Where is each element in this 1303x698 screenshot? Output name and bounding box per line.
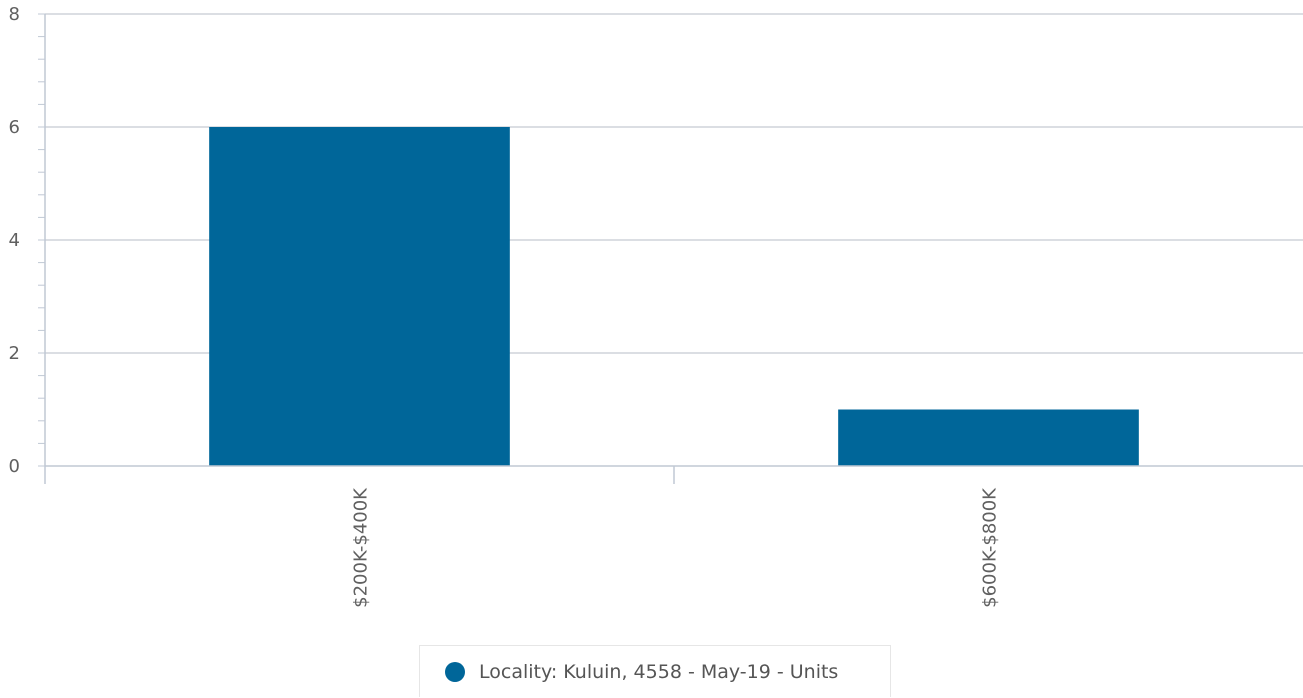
bars — [209, 127, 1139, 466]
y-tick-label: 4 — [9, 230, 20, 251]
bar[interactable] — [209, 127, 510, 466]
legend[interactable]: Locality: Kuluin, 4558 - May-19 - Units — [419, 645, 891, 697]
x-axis-tick-labels: $200K-$400K $600K-$800K — [351, 487, 1001, 608]
x-tick-label: $600K-$800K — [980, 487, 1001, 608]
bar[interactable] — [838, 409, 1139, 467]
y-tick-label: 0 — [9, 456, 20, 477]
bar-chart: 0 2 4 6 8 $200K-$400K $600K-$800K — [9, 4, 1303, 608]
y-tick-label: 2 — [9, 343, 20, 364]
y-axis-minor-ticks — [38, 13, 45, 467]
x-axis — [44, 465, 1303, 484]
x-tick-label: $200K-$400K — [351, 487, 372, 608]
y-axis-tick-labels: 0 2 4 6 8 — [9, 4, 20, 477]
legend-series-marker — [445, 661, 465, 682]
y-tick-label: 8 — [9, 4, 20, 25]
legend-series-label: Locality: Kuluin, 4558 - May-19 - Units — [479, 660, 839, 683]
y-tick-label: 6 — [9, 117, 20, 138]
